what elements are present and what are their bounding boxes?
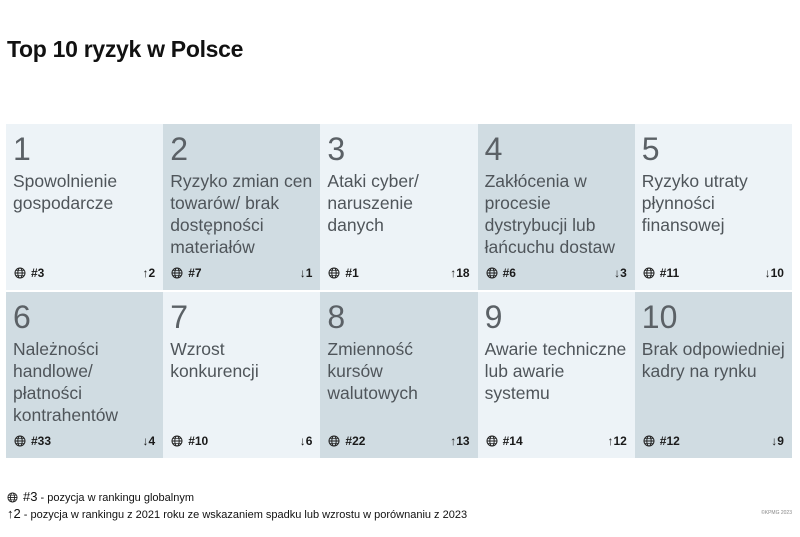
risk-rank: 2 bbox=[170, 131, 188, 167]
legend-change-symbol: ↑2 bbox=[7, 506, 21, 521]
risk-footer: #6 ↓3 bbox=[486, 266, 627, 282]
global-rank: #7 bbox=[188, 266, 202, 280]
globe-icon bbox=[14, 267, 26, 282]
global-rank: #11 bbox=[659, 266, 680, 280]
globe-icon bbox=[7, 492, 18, 503]
risk-tile: 6 Należności handlowe/ płatności kontrah… bbox=[6, 292, 164, 458]
risk-tile: 3 Ataki cyber/ naruszenie danych #1 ↑18 bbox=[320, 124, 478, 290]
global-rank: #6 bbox=[502, 266, 516, 280]
global-rank: #12 bbox=[659, 434, 680, 448]
risk-rank: 9 bbox=[484, 299, 503, 335]
risk-label: Zakłócenia w procesie dystrybucji lub ła… bbox=[484, 171, 615, 257]
risk-tile: 8 Zmienność kursów walutowych #22 ↑13 bbox=[320, 292, 478, 458]
globe-icon bbox=[171, 435, 183, 450]
risk-rank: 8 bbox=[327, 299, 346, 335]
risk-label: Ryzyko utraty płynności finansowej bbox=[641, 171, 748, 235]
risk-label: Awarie techniczne lub awarie systemu bbox=[484, 339, 627, 403]
legend-global-text: - pozycja w rankingu globalnym bbox=[40, 492, 194, 504]
global-rank: #3 bbox=[31, 266, 45, 280]
global-rank: #33 bbox=[31, 434, 52, 448]
rank-change: ↑13 bbox=[450, 434, 470, 448]
risk-label: Zmienność kursów walutowych bbox=[327, 339, 418, 403]
global-rank: #1 bbox=[345, 266, 359, 280]
rank-change: ↓10 bbox=[764, 266, 784, 280]
risk-tile: 5 Ryzyko utraty płynności finansowej #11… bbox=[634, 124, 792, 290]
risk-footer: #10 ↓6 bbox=[171, 434, 312, 450]
risk-rank: 7 bbox=[170, 299, 188, 335]
risk-label: Wzrost konkurencji bbox=[170, 339, 259, 381]
risk-rank: 4 bbox=[484, 131, 503, 167]
risk-footer: #12 ↓9 bbox=[643, 434, 784, 450]
global-rank: #14 bbox=[502, 434, 523, 448]
global-rank: #22 bbox=[345, 434, 366, 448]
risk-rank: 1 bbox=[13, 131, 31, 167]
risk-label: Należności handlowe/ płatności kontrahen… bbox=[13, 339, 119, 425]
risk-footer: #33 ↓4 bbox=[14, 434, 155, 450]
risk-label: Ryzyko zmian cen towarów/ brak dostępnoś… bbox=[170, 171, 313, 257]
risk-tile: 10 Brak odpowiedniej kadry na rynku #12 ↓… bbox=[634, 292, 792, 458]
rank-change: ↓1 bbox=[299, 266, 313, 280]
risk-footer: #1 ↑18 bbox=[328, 266, 470, 282]
legend-global-symbol: #3 bbox=[23, 489, 38, 504]
globe-icon bbox=[486, 435, 498, 450]
legend-global: #3 - pozycja w rankingu globalnym bbox=[7, 489, 194, 504]
rank-change: ↓4 bbox=[142, 434, 156, 448]
globe-icon bbox=[14, 435, 26, 450]
risk-tile: 1 Spowolnienie gospodarcze #3 ↑2 bbox=[6, 124, 164, 290]
copyright: ©KPMG 2023 bbox=[761, 510, 792, 516]
legend-change: ↑2 - pozycja w rankingu z 2021 roku ze w… bbox=[7, 506, 467, 521]
risk-rank: 3 bbox=[327, 131, 346, 167]
rank-change: ↑2 bbox=[142, 266, 156, 280]
risk-label: Brak odpowiedniej kadry na rynku bbox=[641, 339, 785, 381]
globe-icon bbox=[328, 435, 340, 450]
globe-icon bbox=[171, 267, 183, 282]
risk-footer: #7 ↓1 bbox=[171, 266, 312, 282]
page-title: Top 10 ryzyk w Polsce bbox=[7, 36, 244, 62]
risk-tile: 4 Zakłócenia w procesie dystrybucji lub … bbox=[477, 124, 635, 290]
risk-footer: #14 ↑12 bbox=[486, 434, 627, 450]
globe-icon bbox=[328, 267, 340, 282]
risk-grid: 1 Spowolnienie gospodarcze #3 ↑2 2 Ryzyko … bbox=[6, 124, 792, 458]
globe-icon bbox=[486, 267, 498, 282]
risk-label: Spowolnienie gospodarcze bbox=[13, 171, 118, 213]
rank-change: ↑18 bbox=[450, 266, 470, 280]
risk-footer: #11 ↓10 bbox=[643, 266, 784, 282]
rank-change: ↑12 bbox=[607, 434, 627, 448]
risk-tile: 9 Awarie techniczne lub awarie systemu #… bbox=[477, 292, 635, 458]
risk-rank: 10 bbox=[641, 299, 678, 335]
risk-footer: #22 ↑13 bbox=[328, 434, 470, 450]
rank-change: ↓9 bbox=[771, 434, 784, 448]
global-rank: #10 bbox=[188, 434, 209, 448]
risk-rank: 6 bbox=[13, 299, 31, 335]
risk-label: Ataki cyber/ naruszenie danych bbox=[327, 171, 419, 235]
globe-icon bbox=[643, 267, 655, 282]
risk-tile: 7 Wzrost konkurencji #10 ↓6 bbox=[163, 292, 321, 458]
rank-change: ↓6 bbox=[299, 434, 313, 448]
risk-tile: 2 Ryzyko zmian cen towarów/ brak dostępn… bbox=[163, 124, 321, 290]
globe-icon bbox=[643, 435, 655, 450]
risk-footer: #3 ↑2 bbox=[14, 266, 155, 282]
risk-rank: 5 bbox=[641, 131, 660, 167]
rank-change: ↓3 bbox=[614, 266, 627, 280]
legend-change-text: - pozycja w rankingu z 2021 roku ze wska… bbox=[23, 509, 468, 521]
